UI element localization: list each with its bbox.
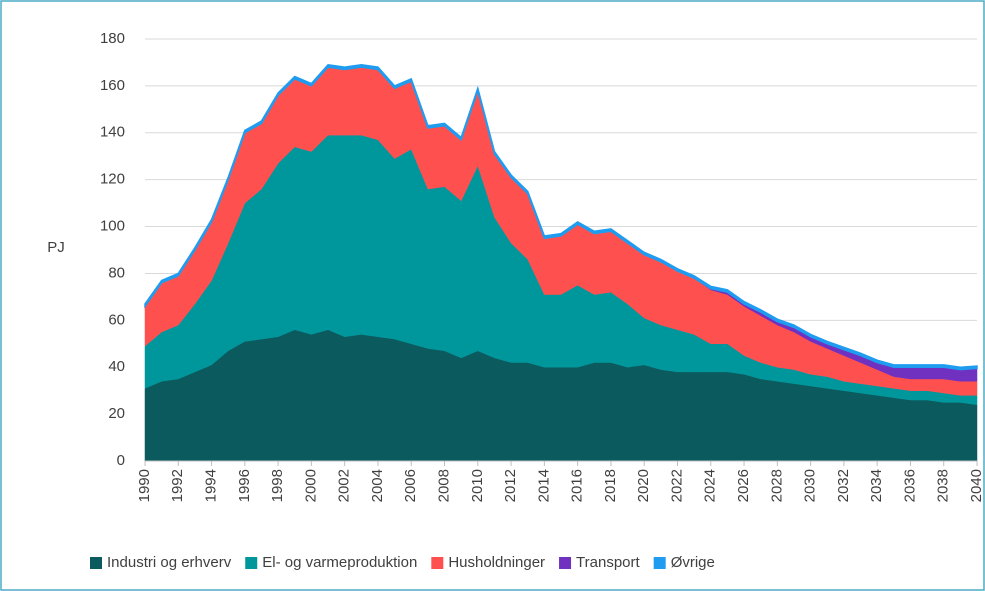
- x-tick-label: 1992: [169, 469, 186, 502]
- legend-swatch: [653, 557, 666, 569]
- y-tick-label: 0: [117, 452, 125, 469]
- y-tick-label: 160: [100, 77, 125, 94]
- x-tick-label: 1996: [236, 469, 253, 502]
- x-tick-label: 2002: [336, 469, 353, 502]
- y-axis-label: PJ: [47, 239, 65, 256]
- y-tick-label: 60: [108, 311, 125, 328]
- y-tick-label: 40: [108, 358, 125, 375]
- x-tick-label: 1994: [203, 469, 220, 502]
- legend-label: Transport: [576, 554, 640, 571]
- y-tick-label: 20: [108, 405, 125, 422]
- y-tick-label: 100: [100, 218, 125, 235]
- x-tick-label: 2038: [935, 469, 952, 502]
- x-tick-label: 2024: [702, 469, 719, 502]
- x-tick-label: 2016: [569, 469, 586, 502]
- legend-swatch: [559, 557, 572, 569]
- area: [144, 63, 978, 371]
- legend-swatch: [245, 557, 258, 569]
- x-tick-label: 2014: [535, 469, 552, 502]
- x-tick-label: 1990: [136, 469, 153, 502]
- legend-swatch: [90, 557, 102, 569]
- x-tick-label: 2020: [635, 469, 652, 502]
- legend-swatch: [431, 557, 444, 569]
- y-tick-label: 180: [100, 30, 125, 47]
- x-tick-label: 2034: [868, 469, 885, 502]
- y-tick-label: 80: [108, 264, 125, 281]
- x-tick-label: 2006: [402, 469, 419, 502]
- x-tick-label: 2036: [901, 469, 918, 502]
- x-tick-label: 2028: [768, 469, 785, 502]
- y-tick-label: 140: [100, 124, 125, 141]
- x-tick-label: 2022: [668, 469, 685, 502]
- x-tick-label: 2030: [802, 469, 819, 502]
- legend-label: Husholdninger: [448, 554, 545, 571]
- legend-label: Industri og erhverv: [107, 554, 232, 571]
- x-tick-label: 2004: [369, 469, 386, 502]
- legend-label: Øvrige: [671, 554, 715, 571]
- x-tick-label: 2000: [302, 469, 319, 502]
- x-tick-label: 2008: [435, 469, 452, 502]
- x-tick-label: 2012: [502, 469, 519, 502]
- x-tick-label: 2040: [968, 469, 985, 502]
- x-tick-label: 2032: [835, 469, 852, 502]
- x-tick-label: 2010: [469, 469, 486, 502]
- x-tick-label: 1998: [269, 469, 286, 502]
- y-tick-label: 120: [100, 171, 125, 188]
- x-tick-label: 2026: [735, 469, 752, 502]
- legend-label: El- og varmeproduktion: [262, 554, 417, 571]
- x-tick-label: 2018: [602, 469, 619, 502]
